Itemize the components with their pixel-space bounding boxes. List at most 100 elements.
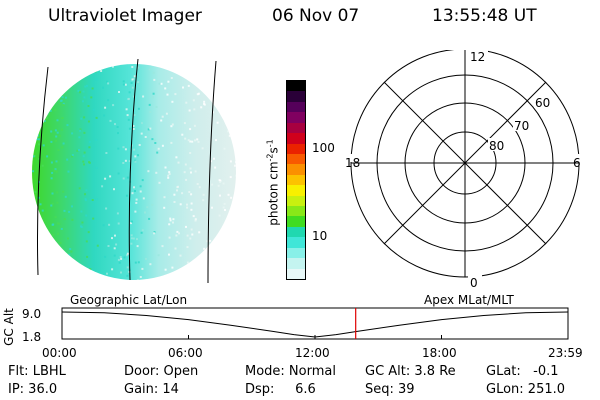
colorbar-segment [287,185,305,196]
speckle-pixel [108,223,111,226]
lat-label-80: 80 [489,139,504,153]
speckle-pixel [131,192,134,195]
speckle-pixel [114,123,116,126]
speckle-pixel [78,187,81,190]
speckle-pixel [126,252,129,255]
speckle-pixel [190,208,193,211]
colorbar-label: photon cm-2s-1 [265,139,281,226]
speckle-pixel [103,277,106,280]
speckle-pixel [217,86,220,89]
status-ip: IP: 36.0 [8,382,58,397]
longitude-line [207,60,217,284]
speckle-pixel [122,162,125,164]
speckle-pixel [222,102,225,105]
speckle-pixel [105,152,108,154]
speckle-pixel [36,138,38,141]
speckle-pixel [92,108,95,111]
speckle-pixel [54,168,57,171]
speckle-pixel [232,102,235,105]
speckle-pixel [212,111,214,114]
speckle-pixel [142,197,145,200]
speckle-pixel [130,242,133,245]
speckle-pixel [50,177,53,180]
speckle-pixel [57,232,60,235]
speckle-pixel [153,139,156,142]
xtick-label: 06:00 [168,346,203,360]
speckle-pixel [90,96,93,99]
speckle-pixel [79,129,82,132]
speckle-pixel [155,171,158,174]
speckle-pixel [128,160,131,163]
colorbar-tick-100: 100 [312,141,335,155]
speckle-pixel [134,261,137,264]
speckle-pixel [216,121,219,124]
colorbar-segment [287,247,305,259]
speckle-pixel [148,217,151,220]
speckle-pixel [51,202,54,205]
speckle-pixel [47,87,50,90]
speckle-pixel [175,156,178,159]
speckle-pixel [170,273,173,276]
speckle-pixel [49,109,52,112]
colorbar-segment [287,112,305,123]
speckle-pixel [157,254,160,257]
speckle-pixel [50,130,53,133]
speckle-pixel [169,219,172,222]
speckle-pixel [130,222,132,225]
speckle-pixel [175,234,178,237]
speckle-pixel [207,70,209,73]
speckle-pixel [179,203,182,206]
speckle-pixel [163,196,166,199]
speckle-pixel [79,91,81,94]
speckle-pixel [112,104,115,107]
speckle-pixel [107,245,110,247]
speckle-pixel [83,163,85,166]
speckle-pixel [152,92,155,95]
speckle-pixel [117,222,120,225]
speckle-pixel [32,170,34,173]
speckle-pixel [47,65,50,68]
speckle-pixel [170,141,173,144]
speckle-pixel [148,103,151,106]
speckle-pixel [134,160,137,163]
speckle-pixel [125,194,128,197]
speckle-pixel [220,89,223,92]
speckle-pixel [133,148,136,151]
speckle-pixel [32,199,35,202]
speckle-pixel [156,151,159,154]
speckle-pixel [38,143,40,146]
speckle-pixel [82,75,85,78]
speckle-pixel [124,279,127,280]
speckle-pixel [96,244,99,247]
colorbar [286,80,306,280]
speckle-pixel [144,211,146,214]
colorbar-segment [287,226,305,238]
speckle-pixel [147,170,150,173]
speckle-pixel [87,231,90,234]
speckle-pixel [116,126,119,128]
speckle-pixel [135,201,138,204]
speckle-pixel [154,142,157,144]
speckle-pixel [103,114,106,117]
speckle-pixel [224,249,227,252]
speckle-pixel [200,279,203,280]
colorbar-tick-10: 10 [312,229,328,243]
colorbar-segment [287,164,305,175]
speckle-pixel [82,160,85,163]
speckle-pixel [94,70,97,73]
speckle-pixel [56,201,59,204]
speckle-pixel [186,246,189,249]
speckle-pixel [58,134,61,137]
speckle-pixel [50,140,53,143]
speckle-pixel [53,67,56,70]
speckle-pixel [169,217,172,220]
xtick-label: 00:00 [42,346,77,360]
speckle-pixel [202,275,205,278]
speckle-pixel [77,89,80,92]
speckle-pixel [37,138,40,141]
speckle-pixel [64,195,67,198]
speckle-pixel [168,223,171,226]
speckle-pixel [61,117,64,119]
speckle-pixel [232,82,235,85]
speckle-pixel [189,237,192,240]
